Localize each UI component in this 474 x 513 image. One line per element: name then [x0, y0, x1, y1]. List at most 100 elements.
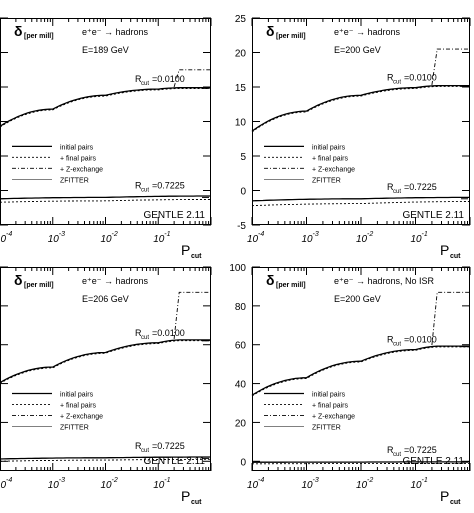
series-final-pairs-upper — [251, 85, 470, 133]
y-axis-label: δ — [14, 23, 23, 39]
legend-entry: + final pairs — [60, 155, 96, 162]
x-tick-label: 10 — [153, 480, 165, 491]
x-tick-exponent: -1 — [422, 231, 428, 238]
series-initial-pairs-upper — [0, 339, 211, 384]
y-tick-label: 20 — [235, 418, 247, 429]
legend-entry: ZFITTER — [312, 177, 341, 184]
r-cut-upper-sub: cut — [141, 335, 149, 341]
y-tick-label: 10 — [235, 118, 247, 129]
x-axis-label: P — [181, 242, 190, 258]
legend-entry: initial pairs — [312, 391, 346, 398]
process-label: e⁺e⁻ → hadrons — [82, 27, 149, 37]
x-tick-label: 10 — [356, 480, 368, 491]
series-initial-pairs-lower — [0, 456, 211, 460]
x-tick-label: 10 — [101, 480, 113, 491]
series-z-exchange-upper — [431, 291, 470, 346]
y-tick-label: -5 — [237, 221, 246, 232]
generator-label: GENTLE 2.11 — [402, 456, 464, 467]
process-label: e⁺e⁻ → hadrons — [82, 276, 149, 286]
y-tick-label: 5 — [240, 152, 246, 163]
x-tick-exponent: -3 — [59, 231, 65, 238]
legend-entry: ZFITTER — [312, 424, 341, 431]
r-cut-lower-sub: cut — [141, 448, 149, 454]
series-final-pairs-upper — [0, 88, 211, 128]
x-tick-exponent: -2 — [367, 477, 373, 484]
legend-entry: ZFITTER — [60, 424, 89, 431]
r-cut-lower-value: =0.7225 — [404, 182, 437, 192]
r-cut-lower-sub: cut — [393, 452, 401, 458]
generator-label: GENTLE 2.11 — [143, 210, 205, 221]
x-tick-exponent: -2 — [367, 231, 373, 238]
series-final-pairs-upper — [0, 340, 211, 384]
r-cut-lower-sub: cut — [393, 189, 401, 195]
legend-entry: + final pairs — [60, 402, 96, 409]
x-tick-label: 10 — [247, 480, 259, 491]
legend-entry: + Z-exchange — [312, 413, 355, 420]
legend-entry: + Z-exchange — [60, 413, 103, 420]
r-cut-upper-value: =0.0100 — [404, 73, 437, 83]
x-axis-label: P — [440, 488, 449, 504]
legend-entry: initial pairs — [312, 144, 346, 151]
r-cut-upper-value: =0.0100 — [152, 328, 185, 338]
x-tick-label: 10 — [101, 234, 113, 245]
legend-entry: initial pairs — [60, 144, 94, 151]
x-axis-label: P — [181, 488, 190, 504]
y-tick-label: 60 — [235, 341, 247, 352]
legend-entry: ZFITTER — [60, 177, 89, 184]
x-axis-label-sub: cut — [191, 499, 202, 506]
series-final-pairs-lower — [0, 199, 211, 203]
y-tick-label: 0 — [240, 457, 246, 468]
x-tick-label: 10 — [48, 480, 60, 491]
energy-label: E=189 GeV — [82, 45, 129, 55]
r-cut-upper-label: R — [387, 73, 394, 83]
process-label: e⁺e⁻ → hadrons, No ISR — [334, 276, 435, 286]
x-tick-label: 10 — [411, 234, 423, 245]
x-tick-label: 10 — [0, 234, 7, 245]
r-cut-upper-sub: cut — [393, 342, 401, 348]
x-tick-exponent: -4 — [258, 231, 264, 238]
y-axis-label-sub: [per mill] — [276, 282, 306, 289]
x-tick-exponent: -4 — [6, 231, 12, 238]
series-initial-pairs-upper — [0, 87, 211, 127]
x-tick-label: 10 — [0, 480, 7, 491]
legend-entry: + final pairs — [312, 402, 348, 409]
y-axis-label: δ — [266, 23, 275, 39]
series-initial-pairs-lower — [0, 195, 211, 200]
x-axis-label-sub: cut — [450, 499, 461, 506]
y-tick-label: 15 — [235, 83, 247, 94]
r-cut-lower-sub: cut — [141, 187, 149, 193]
x-tick-label: 10 — [247, 234, 259, 245]
x-tick-exponent: -2 — [112, 477, 118, 484]
legend-entry: + Z-exchange — [312, 166, 355, 173]
y-tick-label: 40 — [235, 380, 247, 391]
r-cut-lower-value: =0.7225 — [404, 445, 437, 455]
series-z-exchange-upper — [173, 69, 211, 88]
x-tick-exponent: -1 — [164, 231, 170, 238]
r-cut-lower-label: R — [387, 445, 394, 455]
process-label: e⁺e⁻ → hadrons — [334, 27, 401, 37]
r-cut-upper-label: R — [387, 335, 394, 345]
series-final-pairs-lower — [0, 458, 211, 462]
y-tick-label: 20 — [235, 49, 247, 60]
series-z-exchange-upper — [431, 48, 470, 85]
y-tick-label: 80 — [235, 302, 247, 313]
x-axis-label-sub: cut — [450, 253, 461, 260]
y-tick-label: 25 — [235, 14, 247, 25]
energy-label: E=206 GeV — [82, 294, 129, 304]
legend-entry: initial pairs — [60, 391, 94, 398]
legend-entry: + Z-exchange — [60, 166, 103, 173]
r-cut-upper-sub: cut — [393, 80, 401, 86]
r-cut-upper-sub: cut — [141, 81, 149, 87]
r-cut-lower-value: =0.7225 — [152, 441, 185, 451]
series-initial-pairs-upper — [251, 345, 470, 396]
legend-entry: + final pairs — [312, 155, 348, 162]
chart-panel-1: 10-410-310-210-1δ[per mill]e⁺e⁻ → hadron… — [0, 17, 212, 260]
x-tick-label: 10 — [411, 480, 423, 491]
r-cut-upper-value: =0.0100 — [152, 74, 185, 84]
y-tick-label: 100 — [229, 263, 246, 274]
r-cut-lower-label: R — [135, 441, 142, 451]
x-axis-label: P — [440, 242, 449, 258]
x-tick-exponent: -1 — [164, 477, 170, 484]
